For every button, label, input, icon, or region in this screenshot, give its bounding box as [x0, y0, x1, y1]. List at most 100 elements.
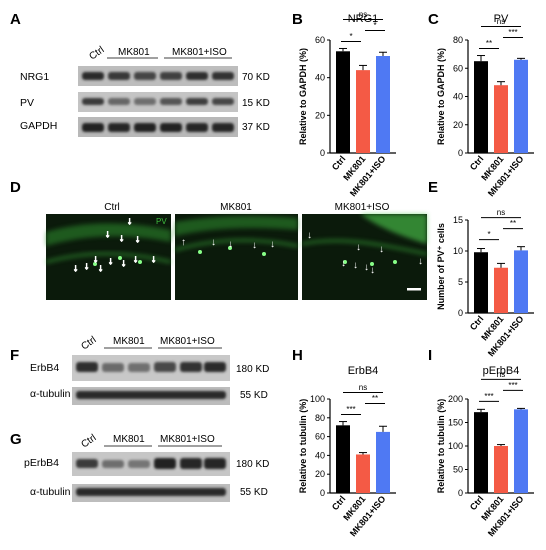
svg-text:↓: ↓: [133, 254, 138, 265]
significance-label: ns: [497, 370, 505, 379]
bar-mk801-iso: [514, 409, 528, 493]
blot-f-band: [102, 363, 124, 372]
blot-f-strip-erbb4: [72, 355, 230, 381]
svg-text:↓: ↓: [379, 244, 384, 255]
blot-a-strip-nrg1: [78, 66, 238, 86]
svg-text:↓: ↓: [252, 240, 257, 251]
blot-g-band: [180, 458, 202, 469]
y-axis-label: Number of PV⁺ cells: [436, 223, 446, 310]
significance-label: *: [373, 21, 376, 30]
arrows-iso: ↓↓ ↓ ↓ ↓ ↓ ↓↓: [307, 230, 423, 276]
blot-a-band: [212, 72, 234, 80]
category-label: Ctrl: [468, 494, 486, 512]
blot-f-band: [76, 391, 226, 399]
panel-letter-a: A: [10, 11, 21, 28]
svg-text:↓: ↓: [341, 258, 346, 269]
bar-mk801: [494, 446, 508, 493]
blot-a-row-label-pv: PV: [20, 97, 34, 109]
blot-a-lane-iso: MK801+ISO: [172, 47, 227, 58]
blot-a-band: [134, 72, 156, 80]
y-tick-label: 40: [315, 450, 325, 460]
blot-f-bands-erbb4: [76, 362, 226, 372]
blot-a-band: [108, 123, 130, 132]
y-tick-label: 40: [315, 73, 325, 83]
bar-mk801-iso: [376, 56, 390, 154]
blot-g-band: [128, 460, 150, 468]
significance-label: ***: [508, 381, 517, 390]
bar-mk801-iso: [514, 59, 528, 153]
blot-a-band: [186, 123, 208, 132]
y-axis-label: Relative to GAPDH (%): [298, 48, 308, 145]
blot-f-lane-iso: MK801+ISO: [160, 336, 215, 347]
blot-a-band: [212, 123, 234, 132]
blot-a-band: [160, 98, 182, 105]
scale-bar: [407, 288, 421, 291]
blot-f: Ctrl MK801 MK801+ISO ErbB4 α-tubulin 180…: [30, 335, 269, 405]
svg-text:↓: ↓: [93, 254, 98, 265]
y-tick-label: 40: [453, 92, 463, 102]
y-tick-label: 50: [453, 465, 463, 475]
blot-a-band: [108, 98, 130, 105]
blot-f-bands-tubulin: [76, 391, 226, 399]
blot-a-lane-ctrl: Ctrl: [87, 45, 106, 63]
svg-text:↓: ↓: [121, 258, 126, 269]
blot-g-bands-tubulin: [76, 488, 226, 496]
y-tick-label: 80: [453, 35, 463, 45]
blot-a-band: [108, 72, 130, 80]
blot-a-band: [82, 72, 104, 80]
bar-mk801: [494, 267, 508, 313]
panel-letter-i: I: [428, 347, 432, 364]
category-label: Ctrl: [330, 154, 348, 172]
svg-text:↓: ↓: [119, 233, 124, 244]
y-axis-label: Relative to GAPDH (%): [436, 48, 446, 145]
blot-a-band: [134, 98, 156, 105]
y-tick-label: 5: [458, 277, 463, 287]
chart-title: pErbB4: [483, 365, 520, 377]
panel-letter-h: H: [292, 347, 303, 364]
blot-f-band: [180, 362, 202, 372]
significance-label: ns: [497, 17, 505, 26]
blot-g-strip-perbb4: [72, 452, 230, 476]
blot-a-band: [82, 98, 104, 105]
y-tick-label: 0: [320, 148, 325, 158]
blot-a-band: [160, 123, 182, 132]
blot-f-band: [204, 362, 226, 372]
svg-text:↓: ↓: [73, 263, 78, 274]
blot-a-band: [186, 72, 208, 80]
blot-a-bands-nrg1: [82, 72, 234, 80]
significance-label: ***: [346, 405, 355, 414]
blot-a-band: [82, 123, 104, 132]
panel-letter-c: C: [428, 11, 439, 28]
chart-title: PV: [494, 13, 509, 25]
y-axis-label: Relative to tubulin (%): [298, 399, 308, 494]
svg-text:↓: ↓: [418, 256, 423, 267]
svg-text:↓: ↓: [370, 265, 375, 276]
svg-text:↓: ↓: [211, 237, 216, 248]
category-label: Ctrl: [330, 494, 348, 512]
significance-label: **: [372, 394, 378, 403]
bar-mk801-iso: [376, 431, 390, 493]
bar-ctrl: [474, 412, 488, 493]
bar-mk801: [494, 85, 508, 153]
bar-ctrl: [474, 61, 488, 153]
blot-g-band: [154, 458, 176, 469]
svg-text:↓: ↓: [270, 239, 275, 250]
blot-f-size-erbb4: 180 KD: [236, 364, 269, 375]
blot-a-bands-gapdh: [82, 123, 234, 132]
y-tick-label: 60: [453, 63, 463, 73]
svg-text:↓: ↓: [135, 234, 140, 245]
chart-title: ErbB4: [348, 365, 379, 377]
blot-f-band: [128, 363, 150, 372]
svg-text:↓: ↓: [127, 216, 132, 227]
blot-f-lane-ctrl: Ctrl: [79, 335, 98, 353]
blot-f-row-label-tubulin: α-tubulin: [30, 388, 71, 400]
micrograph-label-mk801: MK801: [220, 202, 252, 213]
y-tick-label: 15: [453, 215, 463, 225]
significance-label: *: [349, 32, 352, 41]
blot-g-band: [204, 458, 226, 469]
blot-g-size-perbb4: 180 KD: [236, 459, 269, 470]
bar-ctrl: [474, 252, 488, 313]
